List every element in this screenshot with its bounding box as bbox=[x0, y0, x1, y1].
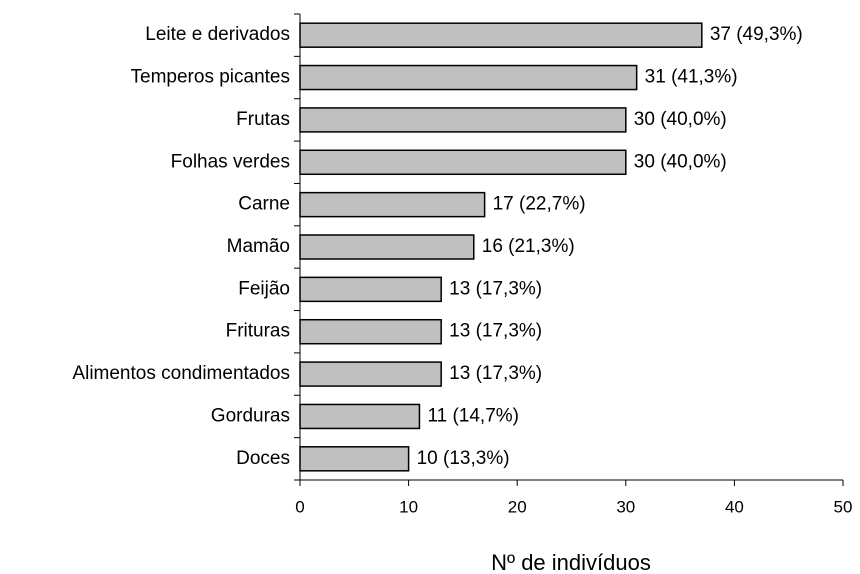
y-tick-label: Mamão bbox=[227, 236, 290, 257]
y-tick-label: Frutas bbox=[236, 109, 290, 130]
value-label: 37 (49,3%) bbox=[710, 24, 803, 45]
value-label: 10 (13,3%) bbox=[417, 448, 510, 469]
y-tick-label: Carne bbox=[238, 194, 290, 215]
x-tick-label: 10 bbox=[399, 497, 418, 516]
value-label: 30 (40,0%) bbox=[634, 109, 727, 130]
bar bbox=[299, 318, 442, 345]
y-tick-label: Alimentos condimentados bbox=[72, 363, 290, 384]
y-tick-label: Gorduras bbox=[211, 405, 290, 426]
bar bbox=[299, 22, 703, 48]
bar bbox=[299, 403, 421, 430]
y-tick-label: Folhas verdes bbox=[171, 151, 290, 172]
x-tick-label: 20 bbox=[508, 497, 527, 516]
x-tick-label: 40 bbox=[725, 497, 744, 516]
bar bbox=[299, 446, 410, 472]
bar bbox=[299, 361, 442, 387]
y-tick-label: Feijão bbox=[238, 278, 290, 299]
bar bbox=[299, 107, 627, 133]
x-tick-label: 30 bbox=[616, 497, 635, 516]
value-label: 13 (17,3%) bbox=[449, 363, 542, 384]
value-label: 13 (17,3%) bbox=[449, 321, 542, 342]
bar bbox=[299, 64, 638, 91]
y-tick-label: Doces bbox=[236, 448, 290, 469]
x-axis-label: Nº de indivíduos bbox=[491, 550, 651, 574]
bar bbox=[299, 234, 475, 260]
x-tick-label: 50 bbox=[834, 497, 853, 516]
x-tick-label: 0 bbox=[295, 497, 304, 516]
y-tick-label: Leite e derivados bbox=[145, 24, 290, 45]
value-label: 31 (41,3%) bbox=[645, 67, 738, 88]
value-label: 17 (22,7%) bbox=[493, 194, 586, 215]
value-label: 13 (17,3%) bbox=[449, 278, 542, 299]
y-tick-label: Frituras bbox=[226, 321, 290, 342]
value-label: 16 (21,3%) bbox=[482, 236, 575, 257]
bar bbox=[299, 149, 627, 176]
bar bbox=[299, 276, 442, 303]
bar bbox=[299, 191, 486, 218]
y-tick-label: Temperos picantes bbox=[131, 67, 290, 88]
value-label: 11 (14,7%) bbox=[427, 405, 519, 426]
value-label: 30 (40,0%) bbox=[634, 151, 727, 172]
